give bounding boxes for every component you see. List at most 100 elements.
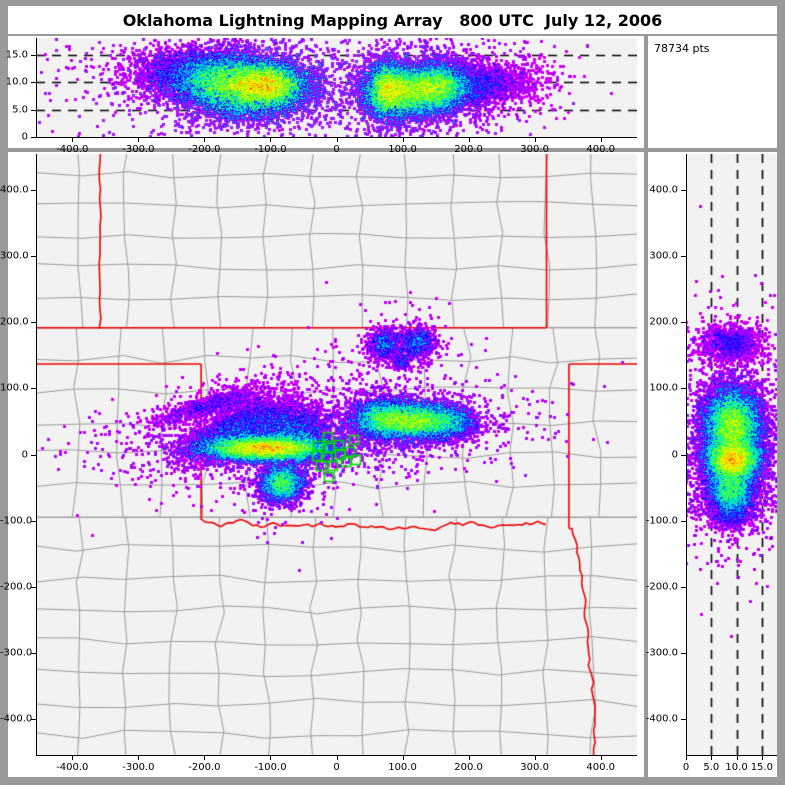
y-tick-label: 0 [671, 449, 678, 460]
x-tick-mark [336, 137, 338, 142]
y-tick-label: -400.0 [645, 713, 678, 725]
x-tick-label: 100.0 [388, 144, 417, 155]
x-tick-mark [402, 137, 404, 142]
x-tick-label: 5.0 [703, 762, 720, 773]
y-tick-label: 15.0 [5, 49, 28, 60]
lma-station-markers [36, 154, 637, 755]
y-tick-label: 400.0 [649, 184, 678, 196]
y-tick-mark [31, 454, 36, 456]
y-tick-label: -300.0 [0, 647, 33, 659]
x-tick-mark [600, 755, 602, 760]
x-tick-mark [204, 755, 206, 760]
x-tick-label: 400.0 [586, 762, 615, 773]
x-tick-label: -300.0 [122, 144, 155, 155]
y-tick-mark [681, 190, 686, 192]
x-tick-label: 200.0 [454, 144, 483, 155]
point-count-label: 78734 pts [654, 42, 710, 55]
x-tick-mark [138, 755, 140, 760]
x-tick-label: 0 [333, 144, 340, 155]
y-tick-label: 300.0 [0, 250, 29, 262]
y-tick-mark [31, 586, 36, 588]
x-tick-label: -200.0 [188, 762, 221, 773]
x-axis-line [686, 755, 777, 756]
y-tick-label: -100.0 [645, 515, 678, 527]
page-title: Oklahoma Lightning Mapping Array 800 UTC… [122, 10, 663, 30]
y-tick-label: -200.0 [0, 581, 33, 593]
y-tick-label: -300.0 [645, 647, 678, 659]
y-tick-mark [681, 322, 686, 324]
y-tick-mark [31, 388, 36, 390]
y-tick-mark [681, 520, 686, 522]
x-tick-mark [72, 755, 74, 760]
x-tick-label: 400.0 [586, 144, 615, 155]
x-tick-label: -100.0 [254, 762, 287, 773]
x-tick-mark [468, 755, 470, 760]
x-tick-label: 0 [682, 762, 690, 773]
y-tick-mark [31, 109, 36, 111]
y-tick-mark [681, 388, 686, 390]
altitude-vs-east-west-point-cloud [36, 38, 637, 137]
y-tick-label: 400.0 [0, 184, 29, 196]
north-south-vs-altitude-plot-area[interactable] [686, 154, 777, 755]
x-tick-mark [402, 755, 404, 760]
y-tick-label: 0 [21, 449, 28, 460]
x-tick-mark [270, 137, 272, 142]
x-tick-label: -400.0 [56, 144, 89, 155]
x-tick-mark [534, 137, 536, 142]
x-tick-label: 300.0 [520, 762, 549, 773]
x-tick-mark [204, 137, 206, 142]
x-tick-label: 10.0 [725, 762, 748, 773]
point-count-panel [648, 36, 777, 148]
y-tick-mark [31, 322, 36, 324]
y-axis-line [36, 38, 37, 137]
y-tick-label: 100.0 [0, 382, 29, 394]
x-tick-mark [336, 755, 338, 760]
x-tick-mark [72, 137, 74, 142]
y-tick-mark [681, 256, 686, 258]
y-tick-mark [31, 54, 36, 56]
x-tick-label: -300.0 [122, 762, 155, 773]
x-tick-label: -200.0 [188, 144, 221, 155]
x-tick-mark [711, 755, 713, 760]
y-tick-mark [31, 82, 36, 83]
altitude-vs-east-west-plot-area[interactable] [36, 38, 637, 137]
y-tick-label: -400.0 [0, 713, 33, 725]
y-tick-label: -200.0 [645, 581, 678, 593]
y-tick-label: 0 [21, 131, 28, 143]
y-tick-mark [31, 652, 36, 654]
x-tick-label: -100.0 [254, 144, 287, 155]
x-tick-mark [468, 137, 470, 142]
x-tick-mark [600, 137, 602, 142]
y-tick-mark [681, 586, 686, 588]
y-tick-mark [681, 718, 686, 720]
x-tick-label: -400.0 [56, 762, 89, 773]
y-axis-line [686, 154, 687, 755]
x-tick-mark [138, 137, 140, 142]
plan-view-plot-area[interactable] [36, 154, 637, 755]
y-tick-mark [31, 718, 36, 720]
x-tick-mark [270, 755, 272, 760]
y-tick-label: 10.0 [5, 76, 28, 88]
x-tick-mark [736, 755, 738, 760]
y-tick-mark [31, 137, 36, 138]
y-axis-line [36, 154, 37, 755]
x-tick-label: 300.0 [520, 144, 549, 155]
x-tick-mark [686, 755, 687, 760]
x-tick-label: 100.0 [388, 762, 417, 773]
x-tick-mark [534, 755, 536, 760]
y-tick-mark [681, 454, 686, 456]
y-tick-label: 200.0 [0, 316, 29, 328]
north-south-vs-altitude-point-cloud [686, 154, 777, 755]
y-tick-label: 100.0 [649, 382, 678, 394]
y-tick-mark [31, 190, 36, 192]
x-tick-mark [761, 755, 763, 760]
y-tick-label: -100.0 [0, 515, 33, 527]
title-bar: Oklahoma Lightning Mapping Array 800 UTC… [8, 6, 777, 34]
x-tick-label: 200.0 [454, 762, 483, 773]
x-tick-label: 0 [333, 762, 340, 773]
y-tick-label: 300.0 [649, 250, 678, 262]
y-tick-mark [31, 256, 36, 258]
y-tick-label: 200.0 [649, 316, 678, 328]
y-tick-label: 5.0 [12, 104, 28, 115]
